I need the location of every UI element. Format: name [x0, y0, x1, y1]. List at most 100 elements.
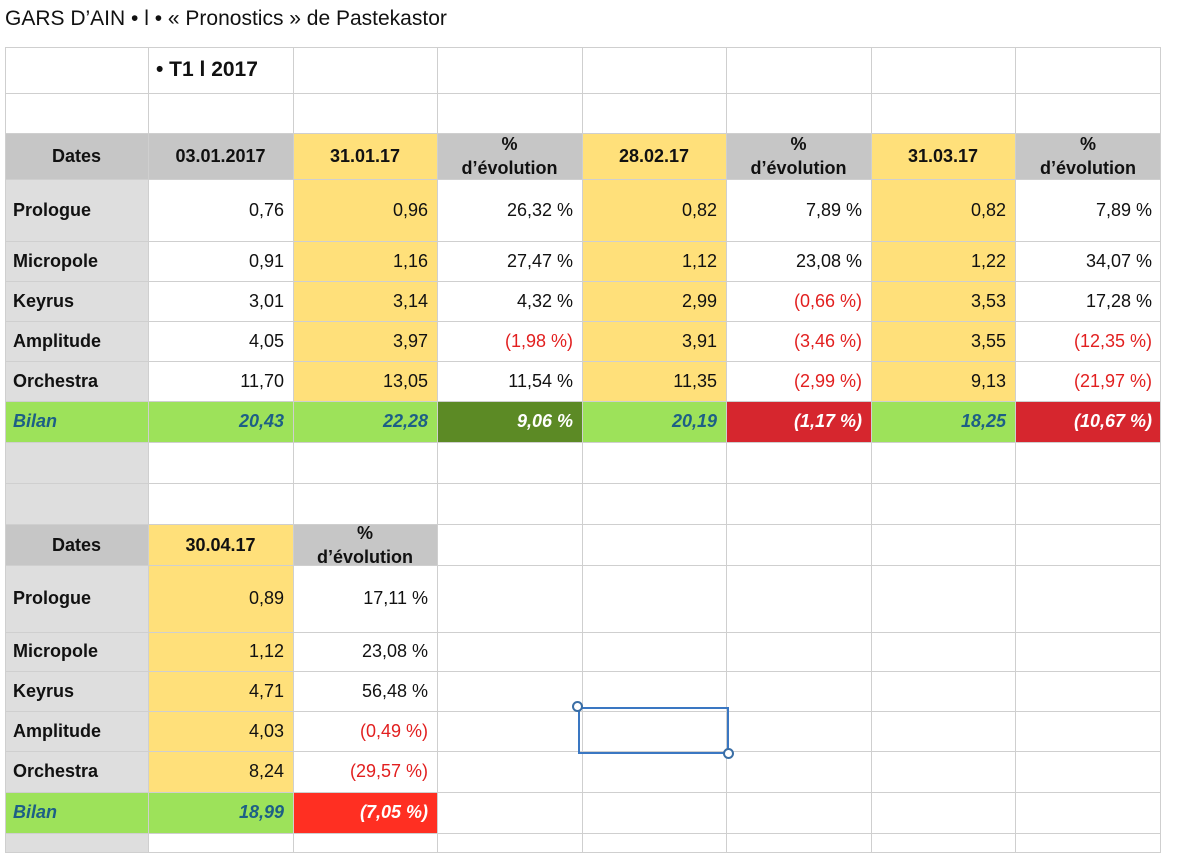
data-cell[interactable]: 0,91	[248, 250, 284, 271]
row-label-micropole[interactable]: Micropole	[5, 241, 148, 281]
column-header[interactable]: 31.03.17	[871, 133, 1015, 179]
bilan-cell[interactable]: (10,67 %)	[1015, 401, 1161, 442]
row-label-amplitude[interactable]: Amplitude	[5, 321, 148, 361]
data-cell[interactable]: (21,97 %)	[1073, 370, 1152, 391]
data-cell[interactable]: 23,08 %	[795, 250, 862, 271]
period-label[interactable]: • T1 l 2017	[156, 58, 258, 81]
data-cell[interactable]: 9,13	[871, 361, 1015, 401]
grid-row-line	[5, 792, 1161, 793]
column-header[interactable]: % d’évolution	[437, 133, 582, 179]
data-cell-2[interactable]: 56,48 %	[361, 680, 428, 701]
data-cell[interactable]: 1,22	[871, 241, 1015, 281]
spreadsheet-grid[interactable]: • T1 l 2017 Dates 03.01.2017 31.01.17% d’év…	[5, 47, 1161, 853]
bilan-label-2[interactable]: Bilan	[5, 792, 148, 833]
row-header-cell[interactable]	[5, 833, 148, 852]
data-cell-2[interactable]: 17,11 %	[363, 588, 428, 608]
data-cell[interactable]: 11,54 %	[508, 370, 573, 391]
row-label-prologue[interactable]: Prologue	[5, 179, 148, 241]
grid-row-line	[5, 47, 1161, 48]
row-label-2-micropole[interactable]: Micropole	[5, 632, 148, 671]
data-cell-2[interactable]: 1,12	[148, 632, 293, 671]
dates-header[interactable]: Dates	[5, 133, 148, 179]
data-cell[interactable]: (0,66 %)	[793, 290, 862, 311]
data-cell[interactable]: 4,05	[248, 330, 284, 351]
grid-column-line	[5, 47, 6, 852]
data-cell[interactable]: 3,91	[582, 321, 726, 361]
dates-header-2[interactable]: Dates	[5, 524, 148, 565]
bilan-cell[interactable]: 9,06 %	[437, 401, 582, 442]
bilan-cell[interactable]: 20,43	[148, 401, 293, 442]
column-header-2[interactable]: % d’évolution	[293, 524, 437, 565]
grid-row-line	[5, 524, 1161, 525]
row-label-2-prologue[interactable]: Prologue	[5, 565, 148, 632]
bilan-cell-2[interactable]: 18,99	[148, 792, 293, 833]
bilan-cell[interactable]: (1,17 %)	[726, 401, 871, 442]
data-cell[interactable]: 7,89 %	[805, 199, 862, 220]
bilan-cell-2[interactable]: (7,05 %)	[293, 792, 437, 833]
grid-column-line	[726, 47, 727, 852]
data-cell[interactable]: 26,32 %	[506, 199, 573, 220]
data-cell-2[interactable]: 8,24	[148, 751, 293, 792]
sheet-title: GARS D’AIN • l • « Pronostics » de Paste…	[5, 7, 447, 30]
data-cell[interactable]: 3,01	[248, 290, 284, 311]
column-header[interactable]: % d’évolution	[726, 133, 871, 179]
data-cell[interactable]: 0,76	[248, 199, 284, 220]
column-header[interactable]: 31.01.17	[293, 133, 437, 179]
grid-column-line	[871, 47, 872, 852]
data-cell[interactable]: 7,89 %	[1095, 199, 1152, 220]
data-cell-2[interactable]: (0,49 %)	[359, 720, 428, 741]
grid-row-line	[5, 671, 1161, 672]
row-header-cell[interactable]	[5, 483, 148, 524]
bilan-label[interactable]: Bilan	[5, 401, 148, 442]
row-label-2-orchestra[interactable]: Orchestra	[5, 751, 148, 792]
column-header[interactable]: 03.01.2017	[148, 133, 293, 179]
data-cell[interactable]: 4,32 %	[516, 290, 573, 311]
bilan-cell[interactable]: 20,19	[582, 401, 726, 442]
data-cell[interactable]: 1,16	[293, 241, 437, 281]
data-cell[interactable]: (3,46 %)	[793, 330, 862, 351]
column-header[interactable]: % d’évolution	[1015, 133, 1161, 179]
row-label-orchestra[interactable]: Orchestra	[5, 361, 148, 401]
data-cell[interactable]: 13,05	[293, 361, 437, 401]
grid-row-line	[5, 833, 1161, 834]
selection-handle-top-left[interactable]	[572, 701, 583, 712]
grid-column-line	[1015, 47, 1016, 852]
grid-row-line	[5, 93, 1161, 94]
bilan-cell[interactable]: 18,25	[871, 401, 1015, 442]
data-cell-2[interactable]: (29,57 %)	[349, 761, 428, 781]
data-cell-2[interactable]: 4,71	[148, 671, 293, 711]
data-cell[interactable]: 27,47 %	[506, 250, 573, 271]
data-cell[interactable]: 3,97	[293, 321, 437, 361]
data-cell[interactable]: (12,35 %)	[1073, 330, 1152, 351]
data-cell[interactable]: 0,82	[582, 179, 726, 241]
data-cell-2[interactable]: 0,89	[148, 565, 293, 632]
row-label-keyrus[interactable]: Keyrus	[5, 281, 148, 321]
data-cell[interactable]: 34,07 %	[1085, 250, 1152, 271]
data-cell[interactable]: 0,96	[293, 179, 437, 241]
row-label-2-keyrus[interactable]: Keyrus	[5, 671, 148, 711]
grid-row-line	[5, 442, 1161, 443]
data-cell[interactable]: 0,82	[871, 179, 1015, 241]
data-cell[interactable]: (1,98 %)	[504, 330, 573, 351]
column-header-2[interactable]: 30.04.17	[148, 524, 293, 565]
data-cell[interactable]: 3,55	[871, 321, 1015, 361]
column-header[interactable]: 28.02.17	[582, 133, 726, 179]
cell-selection-box[interactable]	[578, 707, 729, 754]
data-cell[interactable]: 1,12	[582, 241, 726, 281]
grid-row-line	[5, 361, 1161, 362]
data-cell[interactable]: 11,70	[240, 370, 284, 391]
grid-row-line	[5, 321, 1161, 322]
data-cell[interactable]: 11,35	[582, 361, 726, 401]
data-cell[interactable]: 3,53	[871, 281, 1015, 321]
data-cell-2[interactable]: 23,08 %	[361, 641, 428, 661]
row-label-2-amplitude[interactable]: Amplitude	[5, 711, 148, 751]
row-header-cell[interactable]	[5, 442, 148, 483]
grid-row-line	[5, 751, 1161, 752]
bilan-cell[interactable]: 22,28	[293, 401, 437, 442]
data-cell[interactable]: 3,14	[293, 281, 437, 321]
selection-handle-bottom-right[interactable]	[723, 748, 734, 759]
data-cell-2[interactable]: 4,03	[148, 711, 293, 751]
data-cell[interactable]: 17,28 %	[1085, 290, 1152, 311]
data-cell[interactable]: 2,99	[582, 281, 726, 321]
data-cell[interactable]: (2,99 %)	[793, 370, 862, 391]
